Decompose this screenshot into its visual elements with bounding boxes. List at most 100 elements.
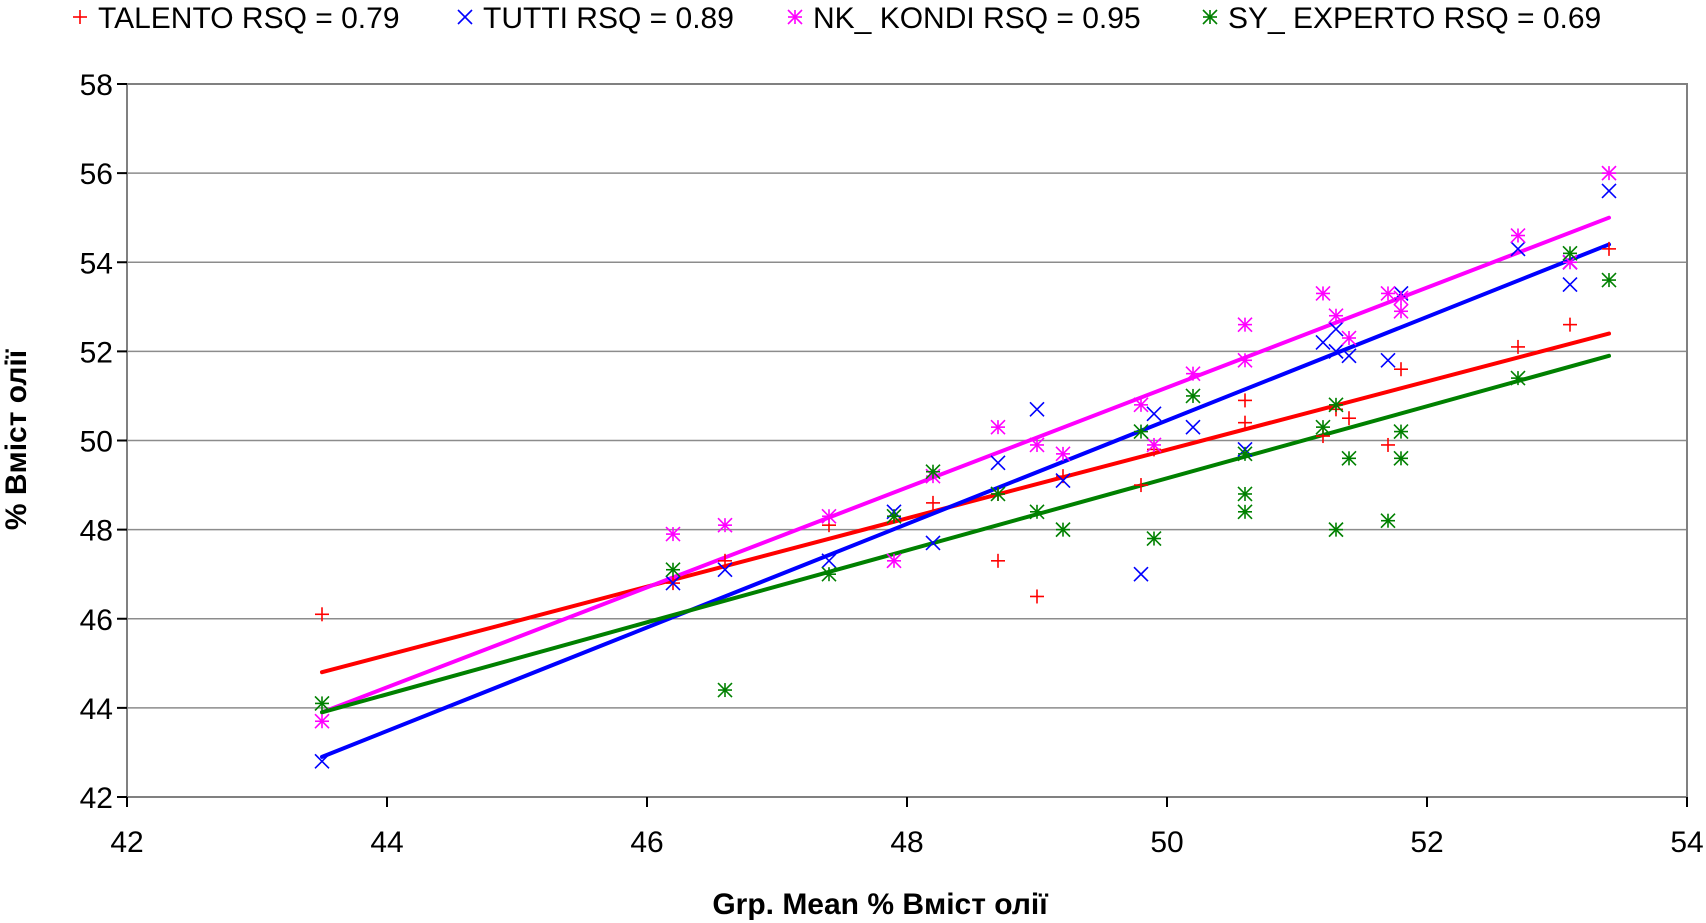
x-tick-label: 54 [1670,826,1703,859]
x-tick-label: 42 [110,826,143,859]
data-point [1341,450,1357,466]
data-point [1238,393,1252,408]
y-tick-label: 44 [80,693,113,726]
data-point [1601,165,1617,181]
data-point [1380,513,1396,529]
data-point [1393,303,1409,319]
data-point [1328,308,1344,324]
data-point [1237,352,1253,368]
data-point [1315,419,1331,435]
data-point [1393,424,1409,440]
data-point [1146,530,1162,547]
data-point [1394,362,1408,377]
data-point [1381,437,1395,452]
data-point [1380,285,1396,302]
markers [314,165,1617,769]
data-point [926,495,940,510]
data-point [1341,330,1357,346]
legend-item: TUTTI RSQ = 0.89 [457,2,734,35]
x-tick-label: 46 [630,826,663,859]
data-point [1237,486,1253,502]
data-point [1237,504,1253,520]
data-point [1029,437,1045,453]
data-point [1562,245,1578,261]
data-point [1328,321,1344,337]
data-point [1185,388,1201,404]
legend-label: TUTTI RSQ = 0.89 [483,2,734,35]
y-tick-label: 42 [80,782,113,815]
legend-label: NK_ KONDI RSQ = 0.95 [813,2,1141,35]
data-point [1393,450,1409,466]
fit-line [320,331,1611,675]
data-point [990,486,1006,502]
legend-label: TALENTO RSQ = 0.79 [98,2,400,35]
data-point [1146,406,1162,422]
data-point [1328,522,1344,538]
data-point [315,607,329,622]
x-tick-label: 44 [370,826,403,859]
data-point [717,682,733,698]
x-axis-title: Grp. Mean % Вміст олії [712,888,1048,921]
data-point [1055,522,1071,538]
data-point [1601,272,1617,288]
fit-line [320,215,1611,715]
data-point [314,753,330,769]
fit-line [320,242,1611,759]
data-point [1562,276,1578,293]
data-point [665,526,681,542]
data-point [314,713,330,729]
data-point [990,419,1006,435]
data-point [1315,334,1331,351]
x-tick-label: 50 [1150,826,1183,859]
data-point [1133,397,1149,413]
x-tick-label: 52 [1410,826,1443,859]
data-point [1510,227,1526,244]
y-tick-label: 58 [80,69,113,102]
data-point [1237,317,1253,333]
data-point [1030,589,1044,604]
data-point [1029,504,1045,520]
legend-marker [1202,9,1218,25]
data-point [1601,183,1617,199]
legend-item: TALENTO RSQ = 0.79 [73,2,400,35]
data-point [925,535,941,551]
data-point [1185,419,1201,435]
y-tick-label: 48 [80,515,113,548]
legend-marker [73,10,87,24]
data-point [1055,446,1071,462]
data-point [821,553,837,569]
legend-item: SY_ EXPERTO RSQ = 0.69 [1202,2,1601,35]
legend-item: NK_ KONDI RSQ = 0.95 [787,2,1141,35]
data-point [925,464,941,480]
data-point [1146,437,1162,453]
y-tick-label: 54 [80,247,113,280]
legend-marker [457,9,473,25]
data-point [314,695,330,711]
legend: TALENTO RSQ = 0.79 TUTTI RSQ = 0.89 NK_ KO… [73,2,1601,35]
data-point [1563,317,1577,332]
data-point [1511,339,1525,354]
data-point [1133,566,1149,582]
fit-line [320,353,1611,715]
data-point [1341,348,1357,364]
data-point [1510,370,1526,386]
data-point [1237,446,1253,462]
data-point [1029,401,1045,417]
y-tick-label: 50 [80,426,113,459]
legend-label: SY_ EXPERTO RSQ = 0.69 [1228,2,1601,35]
data-point [821,566,837,582]
data-point [1393,290,1409,306]
axes: 42 44 46 48 50 52 54 56 58 42 44 46 48 50 52 54 [80,69,1704,859]
data-point [991,553,1005,568]
data-point [1134,478,1148,493]
data-point [1133,424,1149,440]
data-point [665,575,681,591]
data-point [1238,415,1252,430]
data-point [886,553,902,569]
data-point [990,455,1006,471]
data-point [1315,285,1331,302]
data-point [1510,241,1526,257]
data-point [717,562,733,578]
y-tick-label: 46 [80,604,113,637]
